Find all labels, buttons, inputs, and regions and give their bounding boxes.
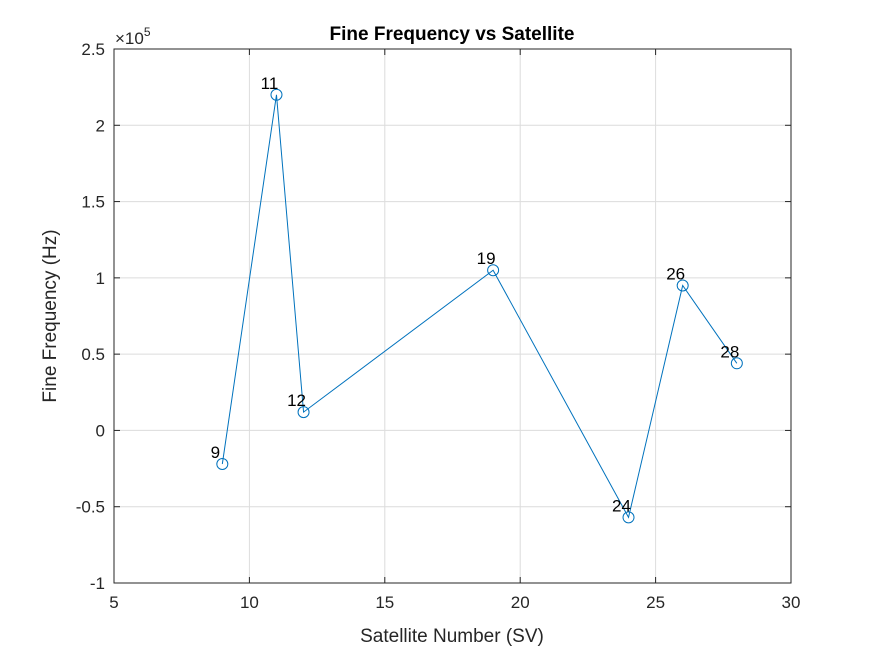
y-axis-exponent-power: 5 (144, 25, 151, 39)
x-tick-label: 25 (646, 593, 665, 612)
x-tick-label: 15 (375, 593, 394, 612)
y-tick-label: -0.5 (76, 498, 105, 517)
y-tick-label: 2 (96, 116, 105, 135)
y-axis-label: Fine Frequency (Hz) (40, 229, 61, 402)
data-point-marker (730, 357, 743, 370)
y-tick-label: 0 (96, 421, 105, 440)
y-tick-label: -1 (90, 574, 105, 593)
data-point-label: 11 (261, 74, 279, 93)
x-tick-label: 10 (240, 593, 259, 612)
x-tick-label: 5 (109, 593, 118, 612)
data-point-marker (270, 88, 283, 101)
x-tick-label: 20 (511, 593, 530, 612)
y-tick-label: 0.5 (81, 345, 105, 364)
y-tick-label: 1.5 (81, 193, 105, 212)
data-point-label: 12 (287, 391, 306, 410)
data-point-marker (297, 406, 310, 419)
series-line (221, 94, 738, 519)
y-axis-exponent-base: ×10 (115, 29, 144, 48)
data-point-label: 26 (666, 264, 685, 283)
x-axis-label: Satellite Number (SV) (360, 626, 544, 647)
y-tick-label: 2.5 (81, 40, 105, 59)
plot-background (114, 49, 791, 583)
data-series: 9 11 12 19 24 26 28 (211, 74, 743, 524)
data-point-label: 28 (720, 342, 739, 361)
data-point-marker (487, 264, 500, 277)
data-point-label: 9 (211, 443, 220, 462)
x-tick-label: 30 (782, 593, 801, 612)
plot-frame (113, 48, 792, 584)
chart-title: Fine Frequency vs Satellite (330, 24, 575, 45)
data-point-marker (216, 457, 229, 470)
data-point-label: 24 (612, 496, 631, 515)
data-point-marker (622, 511, 635, 524)
data-point-marker (676, 279, 689, 292)
y-axis-exponent: ×105 (115, 25, 151, 48)
data-point-label: 19 (477, 249, 496, 268)
y-tick-label: 1 (96, 269, 105, 288)
axes-ticks: 5 10 15 20 25 30 -1 -0.5 0 0.5 1 1.5 2 2.5 (76, 40, 801, 612)
